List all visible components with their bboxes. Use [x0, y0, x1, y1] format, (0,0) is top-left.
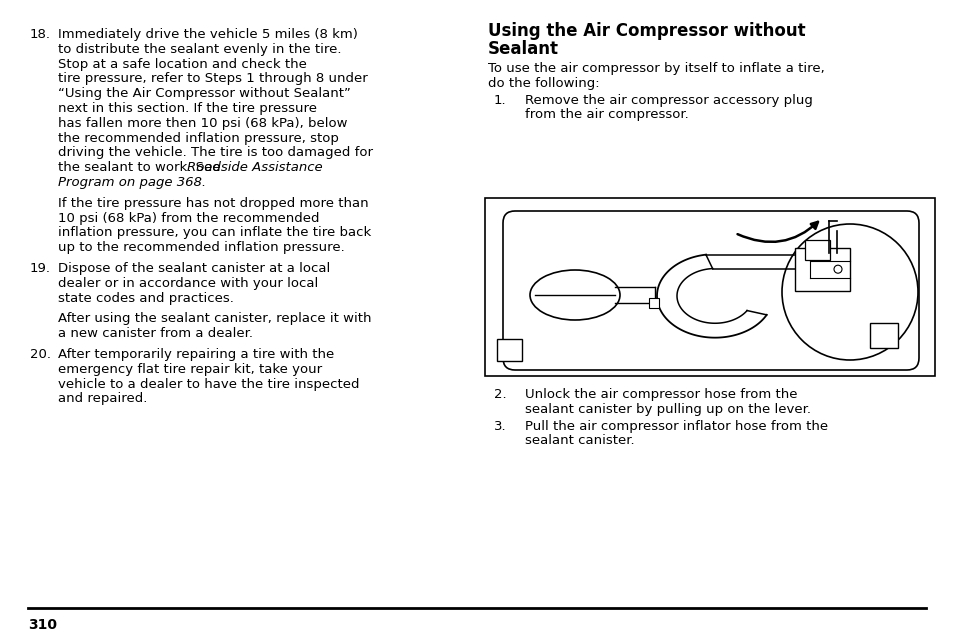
Text: 2.: 2. [494, 388, 506, 401]
Text: 10 psi (68 kPa) from the recommended: 10 psi (68 kPa) from the recommended [58, 212, 319, 225]
Text: tire pressure, refer to Steps 1 through 8 under: tire pressure, refer to Steps 1 through … [58, 73, 367, 85]
Text: a new canister from a dealer.: a new canister from a dealer. [58, 327, 253, 340]
Bar [794, 248, 849, 291]
Text: dealer or in accordance with your local: dealer or in accordance with your local [58, 277, 318, 290]
FancyBboxPatch shape [502, 211, 918, 370]
Bar [484, 198, 934, 376]
Text: sealant canister by pulling up on the lever.: sealant canister by pulling up on the le… [524, 403, 810, 416]
Text: 18.: 18. [30, 28, 51, 41]
Text: After using the sealant canister, replace it with: After using the sealant canister, replac… [58, 312, 371, 326]
Text: state codes and practices.: state codes and practices. [58, 291, 233, 305]
Text: and repaired.: and repaired. [58, 392, 147, 405]
Bar [869, 323, 897, 348]
Text: Dispose of the sealant canister at a local: Dispose of the sealant canister at a loc… [58, 262, 330, 275]
Text: from the air compressor.: from the air compressor. [524, 108, 688, 121]
Text: vehicle to a dealer to have the tire inspected: vehicle to a dealer to have the tire ins… [58, 378, 359, 391]
Text: has fallen more then 10 psi (68 kPa), below: has fallen more then 10 psi (68 kPa), be… [58, 117, 347, 130]
Text: 20.: 20. [30, 348, 51, 361]
Text: to distribute the sealant evenly in the tire.: to distribute the sealant evenly in the … [58, 43, 341, 56]
Text: up to the recommended inflation pressure.: up to the recommended inflation pressure… [58, 241, 344, 254]
Bar [497, 339, 521, 361]
Text: Remove the air compressor accessory plug: Remove the air compressor accessory plug [524, 93, 812, 107]
Text: “Using the Air Compressor without Sealant”: “Using the Air Compressor without Sealan… [58, 87, 351, 100]
Text: Stop at a safe location and check the: Stop at a safe location and check the [58, 58, 307, 71]
Circle shape [833, 265, 841, 273]
Text: the recommended inflation pressure, stop: the recommended inflation pressure, stop [58, 132, 338, 144]
Text: To use the air compressor by itself to inflate a tire,: To use the air compressor by itself to i… [488, 62, 824, 75]
Circle shape [781, 224, 917, 360]
Text: If the tire pressure has not dropped more than: If the tire pressure has not dropped mor… [58, 197, 368, 210]
Text: 3.: 3. [494, 420, 506, 432]
Text: sealant canister.: sealant canister. [524, 434, 634, 447]
Text: Sealant: Sealant [488, 40, 558, 58]
Text: do the following:: do the following: [488, 77, 599, 90]
Text: Unlock the air compressor hose from the: Unlock the air compressor hose from the [524, 388, 797, 401]
Text: Pull the air compressor inflator hose from the: Pull the air compressor inflator hose fr… [524, 420, 827, 432]
Text: 1.: 1. [494, 93, 506, 107]
Text: After temporarily repairing a tire with the: After temporarily repairing a tire with … [58, 348, 334, 361]
Text: inflation pressure, you can inflate the tire back: inflation pressure, you can inflate the … [58, 226, 371, 239]
Text: 19.: 19. [30, 262, 51, 275]
Bar [804, 240, 829, 260]
Text: next in this section. If the tire pressure: next in this section. If the tire pressu… [58, 102, 316, 115]
Bar [648, 298, 659, 308]
Text: 310: 310 [28, 618, 57, 632]
Text: Using the Air Compressor without: Using the Air Compressor without [488, 22, 804, 40]
Text: Immediately drive the vehicle 5 miles (8 km): Immediately drive the vehicle 5 miles (8… [58, 28, 357, 41]
Text: Roadside Assistance: Roadside Assistance [187, 161, 322, 174]
Text: driving the vehicle. The tire is too damaged for: driving the vehicle. The tire is too dam… [58, 146, 373, 160]
Text: the sealant to work. See: the sealant to work. See [58, 161, 225, 174]
Text: Program on page 368.: Program on page 368. [58, 176, 206, 189]
Text: emergency flat tire repair kit, take your: emergency flat tire repair kit, take you… [58, 363, 322, 376]
Ellipse shape [530, 270, 619, 320]
